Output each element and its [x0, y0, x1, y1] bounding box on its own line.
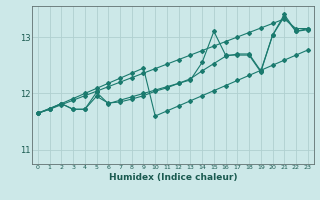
- X-axis label: Humidex (Indice chaleur): Humidex (Indice chaleur): [108, 173, 237, 182]
